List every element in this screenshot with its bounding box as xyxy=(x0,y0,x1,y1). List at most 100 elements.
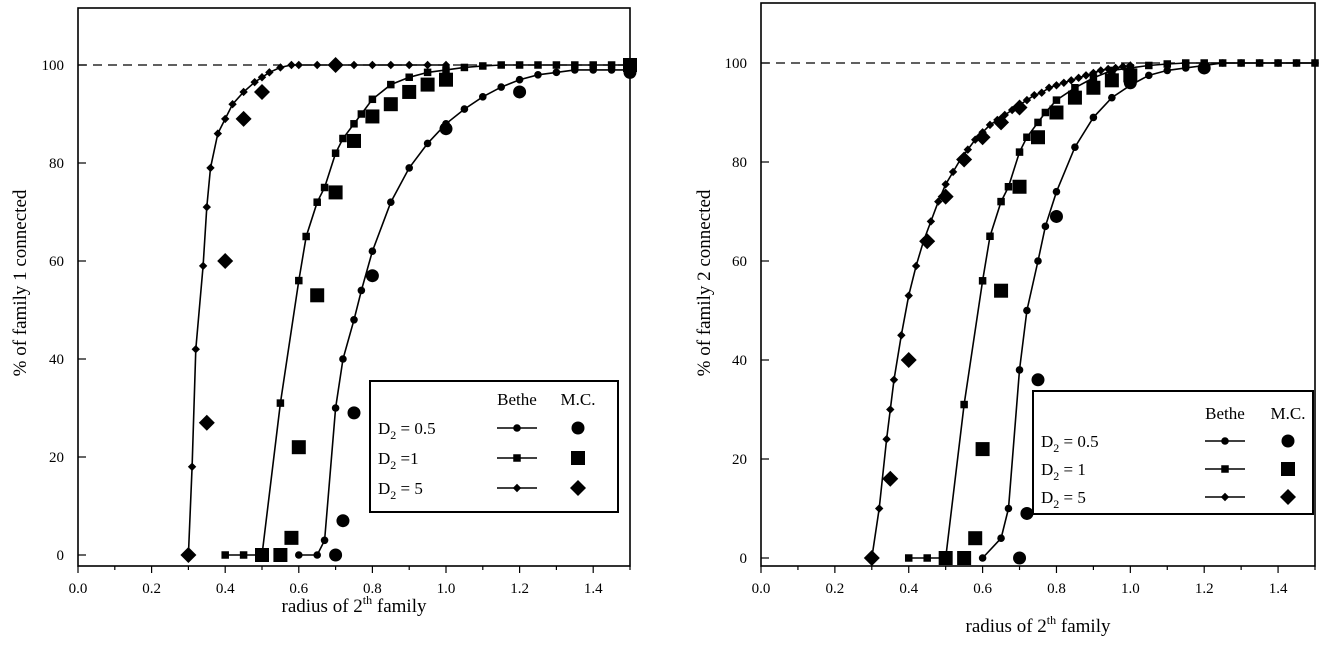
left-data-point xyxy=(228,100,237,109)
left-x-tick-label: 0.0 xyxy=(69,581,88,597)
left-data-point xyxy=(497,83,506,91)
right-legend-marker-mc xyxy=(1281,434,1295,448)
left-data-point xyxy=(336,514,350,528)
right-data-point xyxy=(1011,99,1028,116)
right-legend-marker-bethe xyxy=(1221,437,1229,445)
right-data-point xyxy=(926,217,936,226)
right-x-tick-label: 1.0 xyxy=(1121,581,1140,597)
left-plot-frame xyxy=(77,7,631,567)
left-legend-marker-bethe xyxy=(512,483,522,493)
right-y-axis-title: % of family 2 connected xyxy=(694,189,715,376)
right-data-point xyxy=(1067,76,1076,85)
right-legend-marker-bethe xyxy=(1221,465,1229,473)
right-legend-header-mc: M.C. xyxy=(1271,404,1306,423)
left-data-point xyxy=(221,551,229,559)
right-data-point xyxy=(1031,373,1045,387)
right-data-point xyxy=(974,129,991,146)
left-data-point xyxy=(460,105,469,113)
right-data-point xyxy=(1089,113,1098,122)
left-data-point xyxy=(571,61,579,69)
right-legend-header-bethe: Bethe xyxy=(1205,404,1245,423)
left-data-point xyxy=(328,185,343,200)
right-data-point xyxy=(963,145,973,154)
left-data-point xyxy=(368,95,377,104)
right-data-point xyxy=(919,233,936,250)
right-data-point xyxy=(997,534,1005,542)
right-data-point xyxy=(1049,105,1064,120)
right-data-point xyxy=(957,551,972,565)
right-data-point xyxy=(923,554,931,562)
left-y-tick-label: 80 xyxy=(49,156,64,172)
right-data-point xyxy=(1052,187,1061,196)
right-data-point xyxy=(1071,84,1079,92)
left-data-point xyxy=(623,58,637,72)
right-data-point xyxy=(1123,68,1138,83)
left-data-point xyxy=(534,71,542,79)
left-data-point xyxy=(180,547,197,563)
left-series-line xyxy=(298,69,630,556)
left-data-point xyxy=(357,286,366,295)
left-data-point xyxy=(310,288,325,303)
right-data-point xyxy=(1049,209,1063,223)
left-data-point xyxy=(221,114,230,124)
right-data-point xyxy=(904,291,913,300)
left-data-point xyxy=(513,85,527,99)
right-data-point xyxy=(1103,64,1113,74)
right-data-point xyxy=(1013,551,1027,565)
left-data-point xyxy=(265,68,274,77)
left-data-point xyxy=(460,63,469,72)
right-data-point xyxy=(975,442,990,457)
right-x-tick-label: 0.2 xyxy=(825,581,844,597)
right-data-point xyxy=(1004,504,1013,513)
left-data-point xyxy=(423,68,432,77)
right-y-tick-label: 0 xyxy=(740,551,748,567)
right-data-point xyxy=(941,180,950,189)
left-data-point xyxy=(365,269,379,283)
left-series-2 xyxy=(221,61,634,559)
left-data-point xyxy=(552,61,561,69)
right-data-point xyxy=(886,405,895,414)
right-x-tick-label: 0.4 xyxy=(899,581,918,597)
right-data-point xyxy=(1023,306,1031,315)
right-data-point xyxy=(911,261,921,271)
right-data-point xyxy=(937,188,954,205)
right-data-point xyxy=(1067,90,1082,105)
right-data-point xyxy=(1012,179,1027,194)
left-data-point xyxy=(365,109,380,124)
right-data-point xyxy=(1041,222,1050,231)
right-data-point xyxy=(994,283,1009,298)
left-data-point xyxy=(291,440,306,455)
left-legend-marker-mc xyxy=(571,451,585,465)
left-y-tick-label: 60 xyxy=(49,254,64,270)
left-series-6 xyxy=(180,57,344,563)
left-data-point xyxy=(423,139,432,148)
left-data-point xyxy=(442,66,450,74)
right-data-point xyxy=(904,554,913,562)
left-data-point xyxy=(257,73,267,82)
left-data-point xyxy=(386,60,395,70)
left-x-tick-label: 1.0 xyxy=(437,581,456,597)
left-x-tick-label: 0.4 xyxy=(216,581,235,597)
left-data-point xyxy=(387,198,395,206)
left-data-point xyxy=(284,530,299,545)
left-data-point xyxy=(405,164,414,172)
right-data-point xyxy=(1030,90,1039,100)
left-data-point xyxy=(350,120,358,128)
right-data-point xyxy=(874,504,884,513)
left-legend-header-mc: M.C. xyxy=(561,390,596,409)
right-data-point xyxy=(960,400,968,409)
right-legend-marker-mc xyxy=(1281,462,1295,476)
right-data-point xyxy=(1292,59,1301,67)
left-data-point xyxy=(287,60,296,70)
right-data-point xyxy=(1059,78,1069,87)
right-data-point xyxy=(1181,59,1190,67)
right-data-point xyxy=(1037,88,1046,97)
right-data-point xyxy=(1004,183,1013,191)
right-data-point xyxy=(897,331,906,340)
right-data-point xyxy=(1274,59,1282,67)
left-data-point xyxy=(589,61,597,69)
right-data-point xyxy=(1052,81,1061,90)
right-legend-frame xyxy=(1032,390,1314,515)
right-data-point xyxy=(1031,130,1045,145)
